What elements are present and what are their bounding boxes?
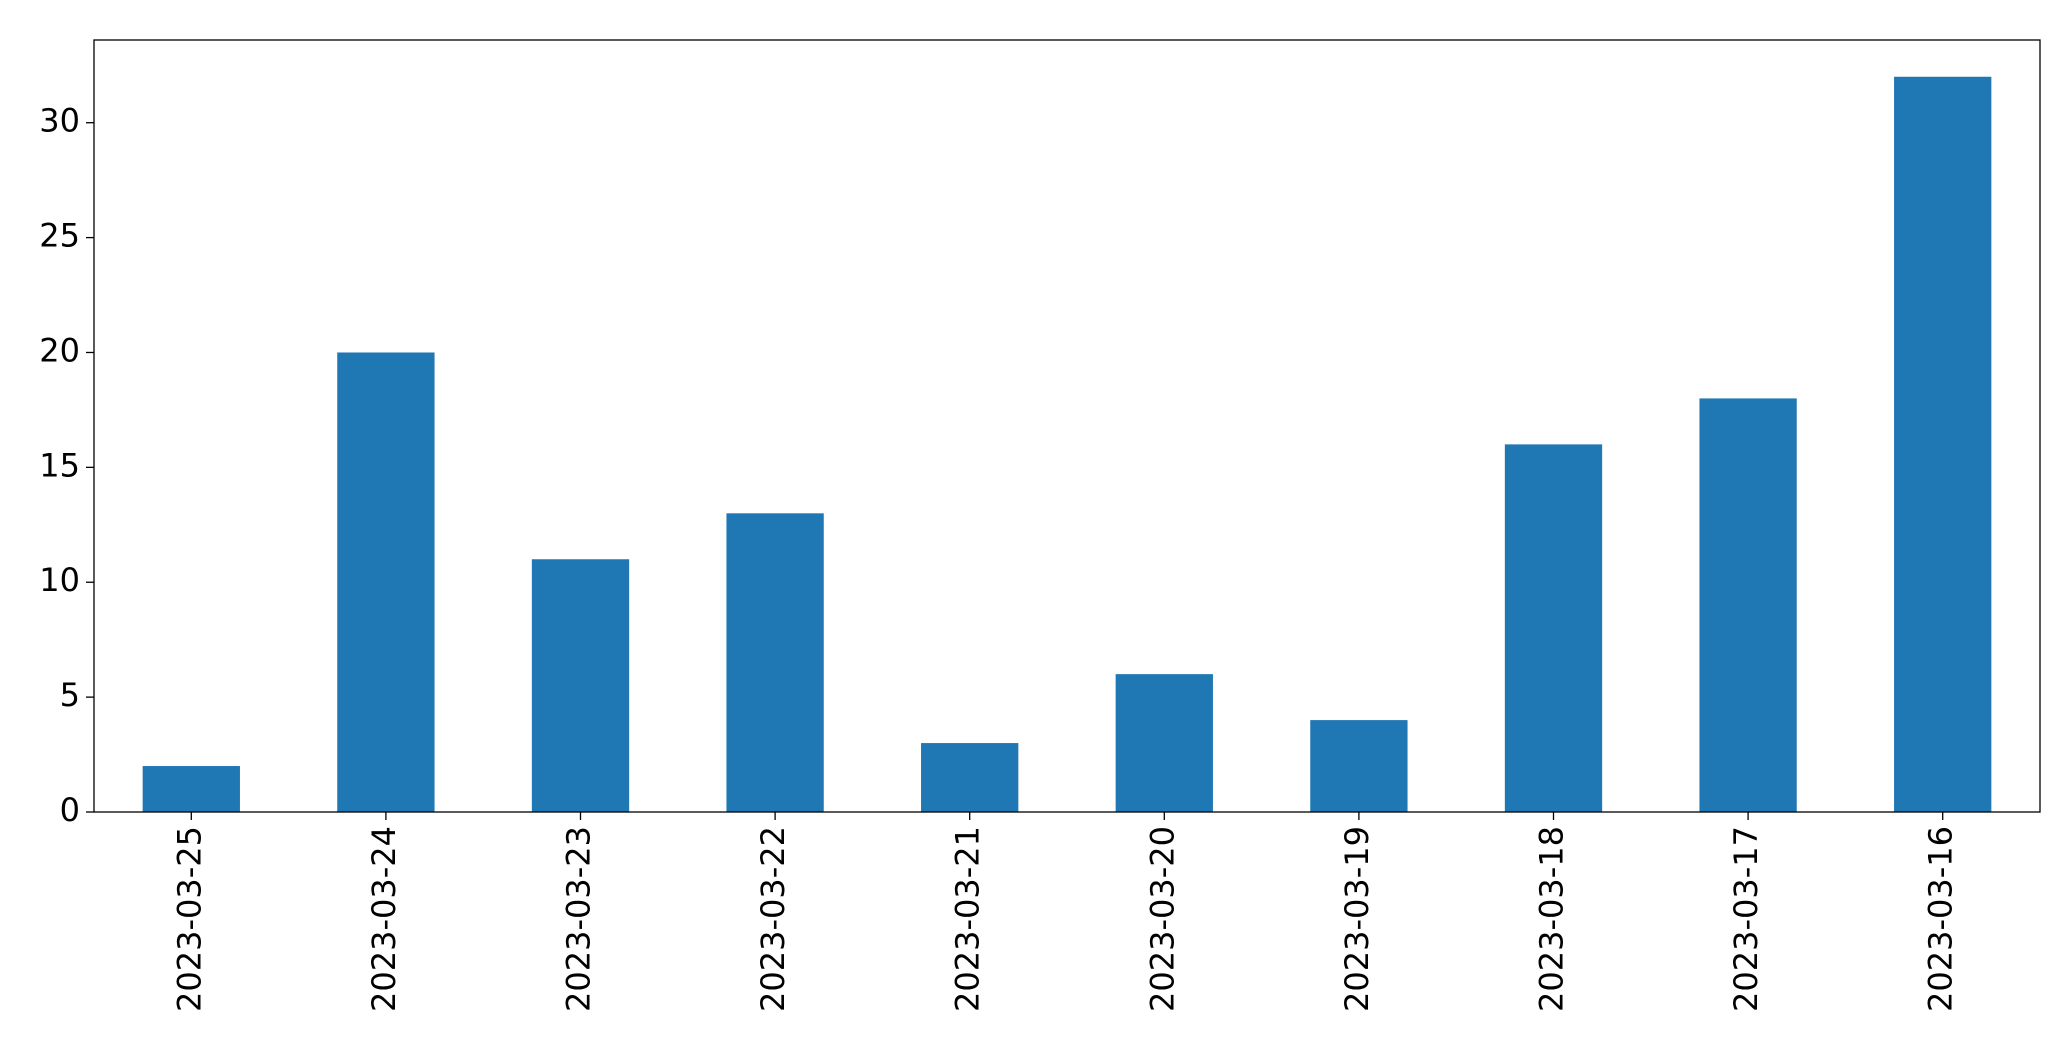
bar <box>337 352 435 812</box>
x-tick-label: 2023-03-18 <box>1533 826 1571 1012</box>
bar <box>921 743 1019 812</box>
y-tick-label: 20 <box>39 331 80 369</box>
y-tick-label: 25 <box>39 217 80 255</box>
y-tick-label: 10 <box>39 561 80 599</box>
y-tick-label: 15 <box>39 446 80 484</box>
x-tick-label: 2023-03-23 <box>560 826 598 1012</box>
x-tick-label: 2023-03-24 <box>365 826 403 1012</box>
bar <box>726 513 824 812</box>
bar <box>142 766 240 812</box>
x-tick-label: 2023-03-17 <box>1727 826 1765 1012</box>
x-tick-label: 2023-03-25 <box>170 826 208 1012</box>
x-tick-label: 2023-03-20 <box>1143 826 1181 1012</box>
bar <box>1504 444 1603 812</box>
x-tick-label: 2023-03-19 <box>1338 826 1376 1012</box>
plot-frame <box>93 39 2041 813</box>
bar <box>1115 674 1213 812</box>
y-tick-label: 30 <box>39 102 80 140</box>
bar <box>1894 76 1992 812</box>
bar <box>531 559 630 812</box>
x-tick-label: 2023-03-16 <box>1922 826 1960 1012</box>
bar <box>1699 398 1797 812</box>
x-tick-label: 2023-03-22 <box>754 826 792 1012</box>
x-tick-label: 2023-03-21 <box>949 826 987 1012</box>
y-tick-label: 0 <box>60 791 80 829</box>
bar <box>1310 720 1408 812</box>
y-tick-label: 5 <box>60 676 80 714</box>
